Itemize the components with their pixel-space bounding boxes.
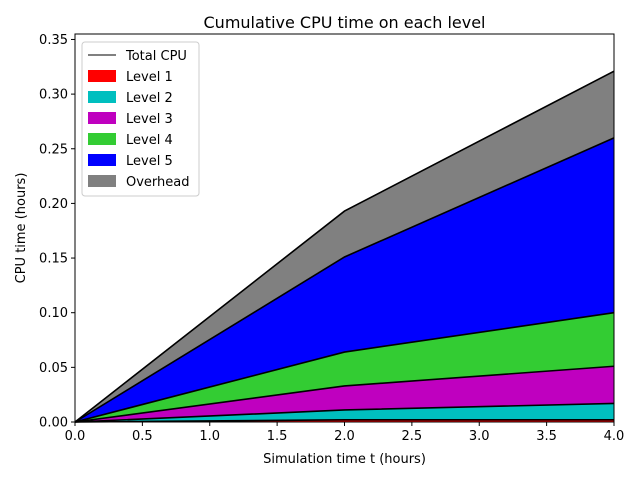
y-tick-label: 0.20	[39, 197, 68, 212]
area-level-5	[75, 137, 614, 422]
y-axis-ticks: 0.00 0.05 0.10 0.15 0.20 0.25 0.30 0.35	[39, 33, 75, 431]
x-tick-label: 2.0	[334, 429, 355, 444]
legend-swatch-level-1	[88, 70, 116, 82]
legend-swatch-overhead	[88, 175, 116, 187]
series-boundary-lines	[74, 70, 615, 423]
y-tick-label: 0.35	[39, 33, 68, 48]
legend: Total CPU Level 1 Level 2 Level 3 Level 4 Lev…	[81, 41, 200, 197]
x-axis-label: Simulation time t (hours)	[263, 452, 426, 467]
y-axis-label: CPU time (hours)	[14, 173, 29, 284]
legend-swatch-level-2	[88, 91, 116, 103]
x-tick-label: 2.5	[402, 429, 423, 444]
total-cpu-line	[74, 70, 615, 423]
legend-label-level-3: Level 3	[126, 112, 173, 127]
x-tick-label: 0.5	[132, 429, 153, 444]
x-tick-label: 4.0	[604, 429, 625, 444]
legend-label-overhead: Overhead	[126, 175, 190, 190]
legend-label-level-1: Level 1	[126, 70, 173, 85]
x-axis-ticks: 0.0 0.5 1.0 1.5 2.0 2.5 3.0 3.5 4.0	[65, 422, 625, 444]
area-level-2	[75, 403, 614, 422]
boundary-level-2	[74, 402, 615, 423]
x-tick-label: 1.5	[267, 429, 288, 444]
y-tick-label: 0.15	[39, 252, 68, 267]
y-tick-label: 0.00	[39, 416, 68, 431]
y-tick-label: 0.25	[39, 142, 68, 157]
legend-swatch-level-5	[88, 154, 116, 166]
y-tick-label: 0.10	[39, 306, 68, 321]
legend-label-level-2: Level 2	[126, 91, 173, 106]
legend-swatch-level-3	[88, 112, 116, 124]
plot-frame	[74, 33, 615, 423]
boundary-level-4	[74, 311, 615, 423]
legend-label-level-5: Level 5	[126, 154, 173, 169]
area-level-4	[75, 312, 614, 422]
boundary-level-5	[74, 137, 615, 423]
area-series-group	[75, 71, 614, 423]
y-tick-label: 0.30	[39, 88, 68, 103]
boundary-level-3	[74, 365, 615, 423]
legend-label-total-cpu: Total CPU	[125, 49, 187, 64]
area-overhead	[75, 71, 614, 423]
x-tick-label: 3.0	[469, 429, 490, 444]
area-level-3	[75, 366, 614, 422]
y-tick-label: 0.05	[39, 361, 68, 376]
x-tick-label: 0.0	[65, 429, 86, 444]
boundary-level-1	[74, 419, 614, 423]
chart-title: Cumulative CPU time on each level	[204, 13, 486, 32]
x-tick-label: 3.5	[536, 429, 557, 444]
legend-label-level-4: Level 4	[126, 133, 173, 148]
x-tick-label: 1.0	[199, 429, 220, 444]
legend-swatch-level-4	[88, 133, 116, 145]
